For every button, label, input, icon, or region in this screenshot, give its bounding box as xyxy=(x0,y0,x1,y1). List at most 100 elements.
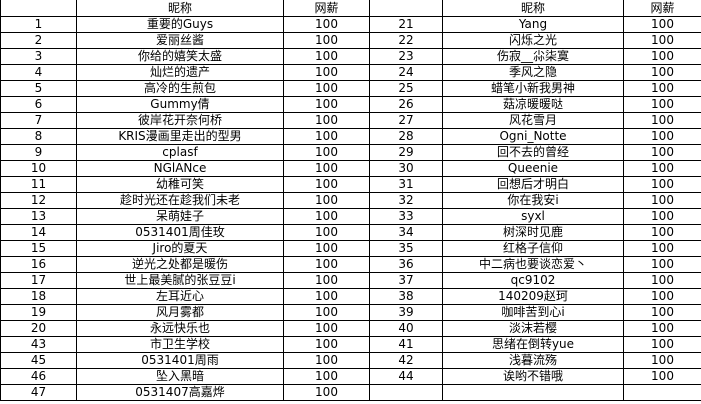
nickname-cell: NGlANce xyxy=(76,160,284,177)
salary-cell: 100 xyxy=(283,160,370,177)
salary-cell: 100 xyxy=(283,128,370,145)
salary-cell: 100 xyxy=(283,256,370,273)
table-row: 5 高冷的生煎包 100 25 蜡笔小新我男神 100 xyxy=(0,80,701,97)
row-number: 47 xyxy=(0,384,77,401)
row-number: 41 xyxy=(369,336,443,353)
row-number: 27 xyxy=(369,112,443,129)
row-number: 31 xyxy=(369,176,443,193)
row-number: 12 xyxy=(0,192,77,209)
salary-cell: 100 xyxy=(623,32,701,49)
row-number: 22 xyxy=(369,32,443,49)
nickname-cell: 季风之隐 xyxy=(442,64,624,81)
nickname-cell: cplasf xyxy=(76,144,284,161)
nickname-cell: 市卫生学校 xyxy=(76,336,284,353)
header-salary-left: 网薪 xyxy=(283,0,370,17)
row-number: 44 xyxy=(369,368,443,385)
row-number: 25 xyxy=(369,80,443,97)
table-row: 8 KRIS漫画里走出的型男 100 28 Ogni_Notte 100 xyxy=(0,128,701,145)
row-number: 2 xyxy=(0,32,77,49)
row-number: 15 xyxy=(0,240,77,257)
salary-cell: 100 xyxy=(623,336,701,353)
row-number: 13 xyxy=(0,208,77,225)
table-row: 43 市卫生学校 100 41 思绪在倒转yue 100 xyxy=(0,336,701,353)
salary-cell: 100 xyxy=(623,208,701,225)
row-number: 37 xyxy=(369,272,443,289)
nickname-cell: syxl xyxy=(442,208,624,225)
salary-cell: 100 xyxy=(623,16,701,33)
salary-cell: 100 xyxy=(623,320,701,337)
nickname-cell: 淡沫若樱 xyxy=(442,320,624,337)
nickname-cell: 闪烁之光 xyxy=(442,32,624,49)
nickname-cell: 灿烂的遗产 xyxy=(76,64,284,81)
row-number: 38 xyxy=(369,288,443,305)
nickname-cell: 左耳近心 xyxy=(76,288,284,305)
row-number: 4 xyxy=(0,64,77,81)
nickname-cell: 思绪在倒转yue xyxy=(442,336,624,353)
nickname-cell: 风花雪月 xyxy=(442,112,624,129)
row-number: 43 xyxy=(0,336,77,353)
nickname-cell xyxy=(442,384,624,401)
salary-cell: 100 xyxy=(283,192,370,209)
salary-cell: 100 xyxy=(283,96,370,113)
salary-cell: 100 xyxy=(283,32,370,49)
header-nickname-right: 昵称 xyxy=(442,0,624,17)
table-row: 13 呆萌娃子 100 33 syxl 100 xyxy=(0,208,701,225)
row-number: 45 xyxy=(0,352,77,369)
salary-cell: 100 xyxy=(623,144,701,161)
nickname-cell: 坠入黑暗 xyxy=(76,368,284,385)
salary-cell: 100 xyxy=(623,80,701,97)
row-number: 18 xyxy=(0,288,77,305)
nickname-cell: 菇凉暖暖哒 xyxy=(442,96,624,113)
salary-cell: 100 xyxy=(283,272,370,289)
nickname-cell: 中二病也要谈恋爱丶 xyxy=(442,256,624,273)
nickname-cell: 呆萌娃子 xyxy=(76,208,284,225)
table-row: 4 灿烂的遗产 100 24 季风之隐 100 xyxy=(0,64,701,81)
salary-cell: 100 xyxy=(283,352,370,369)
row-number: 36 xyxy=(369,256,443,273)
salary-cell: 100 xyxy=(283,16,370,33)
salary-cell: 100 xyxy=(283,144,370,161)
table-row: 16 逆光之处都是暖伤 100 36 中二病也要谈恋爱丶 100 xyxy=(0,256,701,273)
table-row: 12 趁时光还在趁我们未老 100 32 你在我安i 100 xyxy=(0,192,701,209)
nickname-cell: 风月雾都 xyxy=(76,304,284,321)
row-number xyxy=(369,384,443,401)
salary-cell: 100 xyxy=(283,64,370,81)
row-number: 32 xyxy=(369,192,443,209)
table-row: 17 世上最美腻的张豆豆i 100 37 qc9102 100 xyxy=(0,272,701,289)
salary-cell: 100 xyxy=(623,352,701,369)
nickname-cell: Yang xyxy=(442,16,624,33)
row-number: 6 xyxy=(0,96,77,113)
row-number: 24 xyxy=(369,64,443,81)
salary-cell: 100 xyxy=(623,96,701,113)
salary-cell: 100 xyxy=(623,160,701,177)
salary-cell: 100 xyxy=(623,48,701,65)
table-row: 46 坠入黑暗 100 44 诶哟不错哦 100 xyxy=(0,368,701,385)
nickname-cell: 逆光之处都是暖伤 xyxy=(76,256,284,273)
row-number: 35 xyxy=(369,240,443,257)
salary-cell: 100 xyxy=(623,112,701,129)
salary-cell: 100 xyxy=(623,64,701,81)
row-number: 20 xyxy=(0,320,77,337)
row-number: 40 xyxy=(369,320,443,337)
salary-cell: 100 xyxy=(623,240,701,257)
nickname-cell: 回想后才明白 xyxy=(442,176,624,193)
table-row: 45 0531401周雨 100 42 浅暮流殇 100 xyxy=(0,352,701,369)
row-number: 34 xyxy=(369,224,443,241)
nickname-cell: KRIS漫画里走出的型男 xyxy=(76,128,284,145)
table-row: 3 你给的嬉笑太盛 100 23 伤寂__尛柒寞 100 xyxy=(0,48,701,65)
salary-cell: 100 xyxy=(623,368,701,385)
row-number: 19 xyxy=(0,304,77,321)
nickname-cell: Ogni_Notte xyxy=(442,128,624,145)
nickname-cell: Jiro的夏天 xyxy=(76,240,284,257)
nickname-cell: 0531407高嘉烨 xyxy=(76,384,284,401)
nickname-cell: 你在我安i xyxy=(442,192,624,209)
table-row: 19 风月雾都 100 39 咖啡苦到心i 100 xyxy=(0,304,701,321)
table-row: 9 cplasf 100 29 回不去的曾经 100 xyxy=(0,144,701,161)
row-number: 9 xyxy=(0,144,77,161)
table-row: 7 彼岸花开奈何桥 100 27 风花雪月 100 xyxy=(0,112,701,129)
salary-cell: 100 xyxy=(283,240,370,257)
header-salary-right: 网薪 xyxy=(623,0,701,17)
row-number: 14 xyxy=(0,224,77,241)
nickname-cell: 0531401周雨 xyxy=(76,352,284,369)
